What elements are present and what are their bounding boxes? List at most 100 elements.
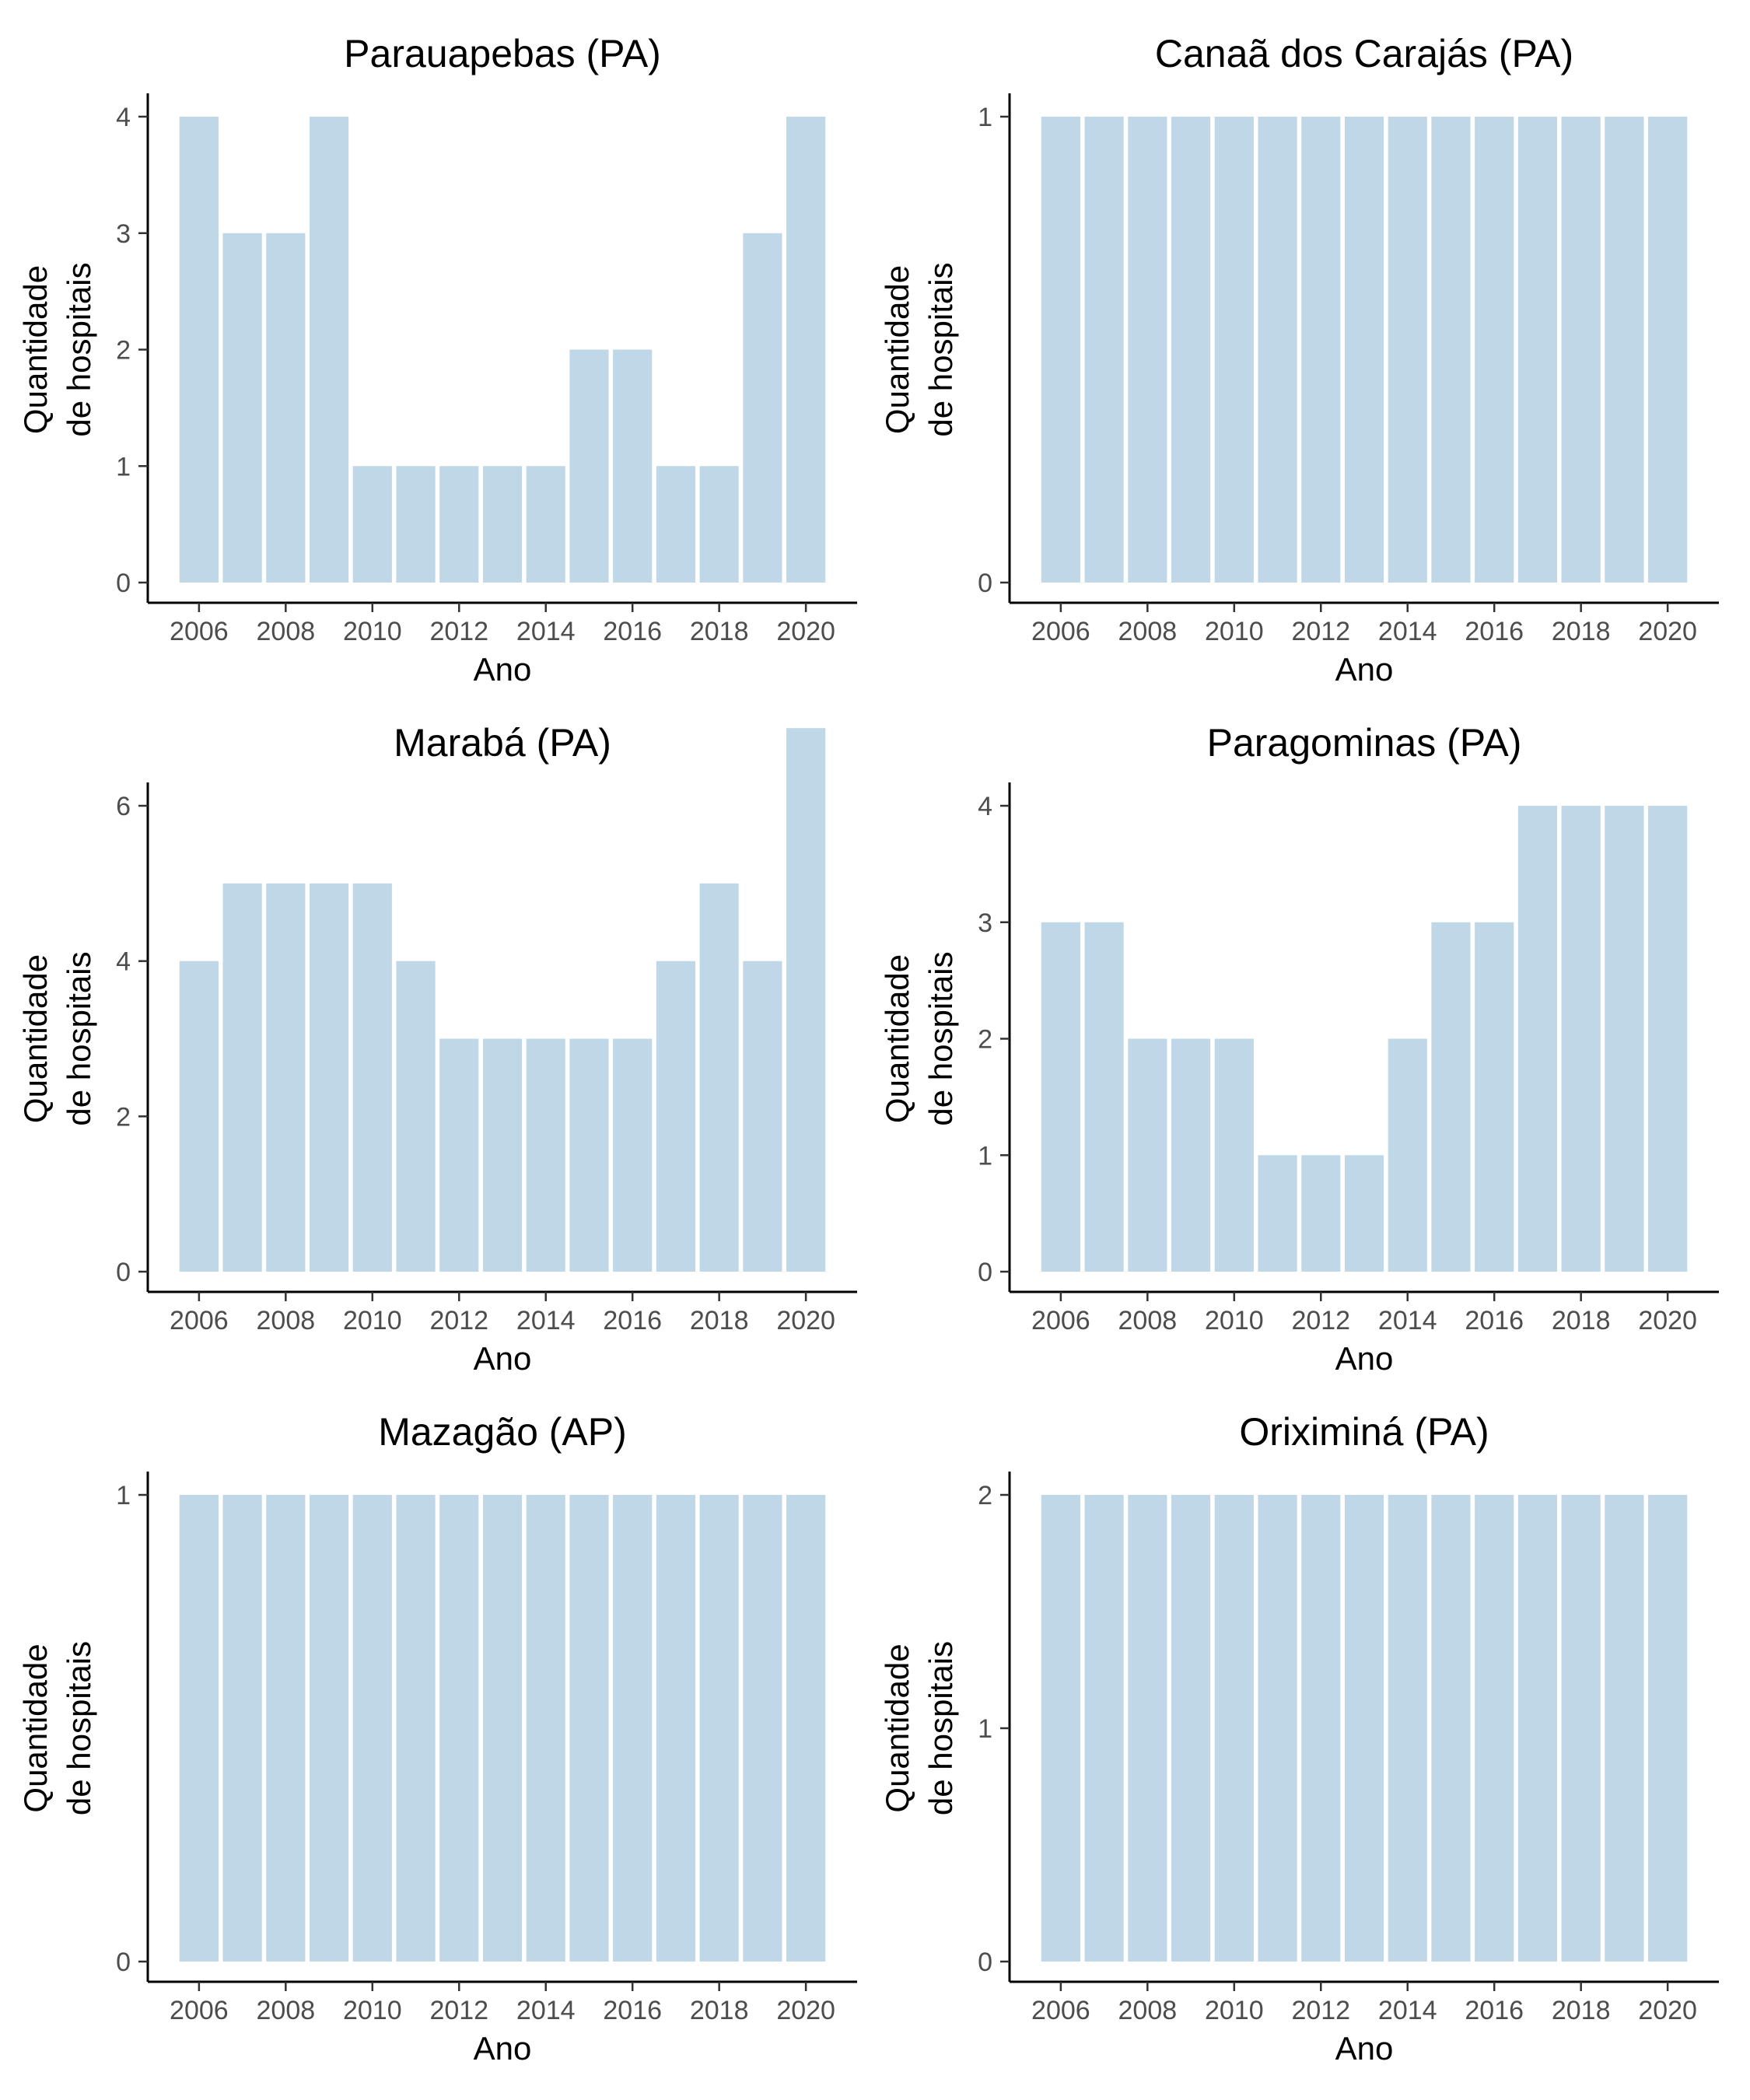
y-tick-label: 3 bbox=[978, 908, 992, 938]
x-tick-label: 2020 bbox=[776, 1996, 835, 2025]
x-tick-label: 2008 bbox=[1118, 1996, 1178, 2025]
bar-2006 bbox=[1041, 117, 1080, 583]
bar-2020 bbox=[786, 1495, 826, 1962]
y-tick-label: 0 bbox=[116, 1948, 131, 1977]
y-tick-label: 3 bbox=[116, 219, 131, 249]
x-tick-label: 2008 bbox=[257, 617, 316, 646]
y-axis-title-line: de hospitais bbox=[922, 262, 959, 436]
bar-2017 bbox=[1517, 806, 1558, 1272]
x-tick-label: 2020 bbox=[1638, 1306, 1697, 1335]
x-tick-label: 2018 bbox=[690, 617, 749, 646]
bar-2010 bbox=[352, 1495, 392, 1962]
bar-2016 bbox=[613, 1038, 653, 1272]
bar-2010 bbox=[352, 883, 392, 1272]
x-tick-label: 2014 bbox=[1378, 1996, 1437, 2025]
bar-2020 bbox=[786, 117, 826, 583]
y-axis-title-line: Quantidade bbox=[879, 265, 915, 434]
x-tick-label: 2014 bbox=[516, 1306, 576, 1335]
bar-2007 bbox=[222, 1495, 262, 1962]
bar-2013 bbox=[1344, 117, 1384, 583]
y-tick-label: 1 bbox=[116, 452, 131, 481]
bar-2018 bbox=[1561, 117, 1601, 583]
x-tick-label: 2006 bbox=[1031, 1996, 1090, 2025]
bar-2019 bbox=[1605, 117, 1644, 583]
y-tick-label: 0 bbox=[116, 1258, 131, 1287]
bar-2015 bbox=[1431, 117, 1471, 583]
bar-2019 bbox=[743, 233, 782, 583]
x-tick-label: 2012 bbox=[1291, 1306, 1350, 1335]
bar-2008 bbox=[1128, 117, 1167, 583]
x-tick-label: 2010 bbox=[1205, 1306, 1264, 1335]
bar-2014 bbox=[1388, 1495, 1427, 1962]
y-tick-label: 4 bbox=[978, 792, 992, 821]
x-tick-label: 2016 bbox=[603, 1306, 662, 1335]
y-axis-title-line: de hospitais bbox=[61, 1641, 97, 1815]
bar-2012 bbox=[1301, 1495, 1341, 1962]
bar-2020 bbox=[786, 728, 826, 1272]
y-axis-title-line: Quantidade bbox=[17, 954, 54, 1123]
x-tick-label: 2010 bbox=[1205, 617, 1264, 646]
bar-2007 bbox=[1084, 117, 1124, 583]
bar-2008 bbox=[1128, 1495, 1167, 1962]
bar-2017 bbox=[1517, 1495, 1558, 1962]
bar-2012 bbox=[1301, 117, 1341, 583]
bar-2020 bbox=[1648, 1495, 1688, 1962]
y-tick-label: 2 bbox=[116, 1102, 131, 1132]
bar-2009 bbox=[309, 117, 349, 583]
y-tick-label: 2 bbox=[978, 1025, 992, 1055]
bar-2018 bbox=[1561, 1495, 1601, 1962]
y-tick-label: 1 bbox=[978, 1714, 992, 1744]
panel-title: Paragominas (PA) bbox=[1207, 721, 1522, 765]
bar-2013 bbox=[1344, 1495, 1384, 1962]
y-axis-title: Quantidade de hospitais bbox=[879, 262, 959, 436]
bar-2007 bbox=[1084, 1495, 1124, 1962]
bar-2012 bbox=[1301, 1155, 1341, 1272]
x-tick-label: 2006 bbox=[170, 1996, 229, 2025]
bar-2016 bbox=[613, 1495, 653, 1962]
bar-2006 bbox=[179, 117, 219, 583]
bar-2013 bbox=[482, 1495, 523, 1962]
x-tick-label: 2006 bbox=[170, 617, 229, 646]
chart-panel-5: 0 1 2006 2008 2010 2012 2014 2016 2018 2020 Mazagã… bbox=[17, 1410, 857, 2067]
y-axis-title-line: de hospitais bbox=[61, 951, 97, 1125]
bar-2006 bbox=[1041, 922, 1080, 1272]
bar-2020 bbox=[1648, 806, 1688, 1272]
y-tick-label: 1 bbox=[978, 103, 992, 132]
bar-2012 bbox=[439, 1038, 479, 1272]
x-tick-label: 2016 bbox=[603, 617, 662, 646]
x-tick-label: 2018 bbox=[1552, 1996, 1611, 2025]
x-tick-label: 2020 bbox=[776, 617, 835, 646]
bar-2019 bbox=[1605, 1495, 1644, 1962]
x-tick-label: 2010 bbox=[343, 617, 402, 646]
y-axis-title: Quantidade de hospitais bbox=[17, 262, 97, 436]
bar-2006 bbox=[1041, 1495, 1080, 1962]
bar-2013 bbox=[482, 1038, 523, 1272]
x-axis-title: Ano bbox=[474, 2030, 532, 2067]
x-axis-title: Ano bbox=[474, 651, 532, 688]
y-axis-title-line: de hospitais bbox=[922, 951, 959, 1125]
x-tick-label: 2016 bbox=[1465, 617, 1524, 646]
x-tick-label: 2014 bbox=[516, 1996, 576, 2025]
y-axis-title-line: Quantidade bbox=[17, 265, 54, 434]
bar-2008 bbox=[1128, 1038, 1167, 1272]
bar-2015 bbox=[569, 1038, 609, 1272]
bar-2019 bbox=[743, 1495, 782, 1962]
bar-2009 bbox=[309, 1495, 349, 1962]
bar-2011 bbox=[1258, 1155, 1297, 1272]
x-tick-label: 2008 bbox=[1118, 1306, 1178, 1335]
chart-panel-2: 0 1 2006 2008 2010 2012 2014 2016 2018 2020 Canaã … bbox=[879, 32, 1719, 688]
y-tick-label: 0 bbox=[978, 1948, 992, 1977]
panel-title: Canaã dos Carajás (PA) bbox=[1155, 32, 1573, 75]
bar-2015 bbox=[1431, 922, 1471, 1272]
x-tick-label: 2008 bbox=[257, 1996, 316, 2025]
x-tick-label: 2010 bbox=[343, 1996, 402, 2025]
bar-2007 bbox=[1084, 922, 1124, 1272]
bar-2017 bbox=[656, 961, 696, 1272]
bar-2008 bbox=[266, 883, 306, 1272]
bar-2017 bbox=[656, 466, 696, 583]
y-axis-title-line: Quantidade bbox=[879, 1643, 915, 1812]
bar-2015 bbox=[1431, 1495, 1471, 1962]
bar-2011 bbox=[396, 1495, 436, 1962]
chart-panel-3: 0 2 4 6 2006 2008 2010 2012 2014 2016 2018 2020 Mara… bbox=[17, 721, 857, 1377]
